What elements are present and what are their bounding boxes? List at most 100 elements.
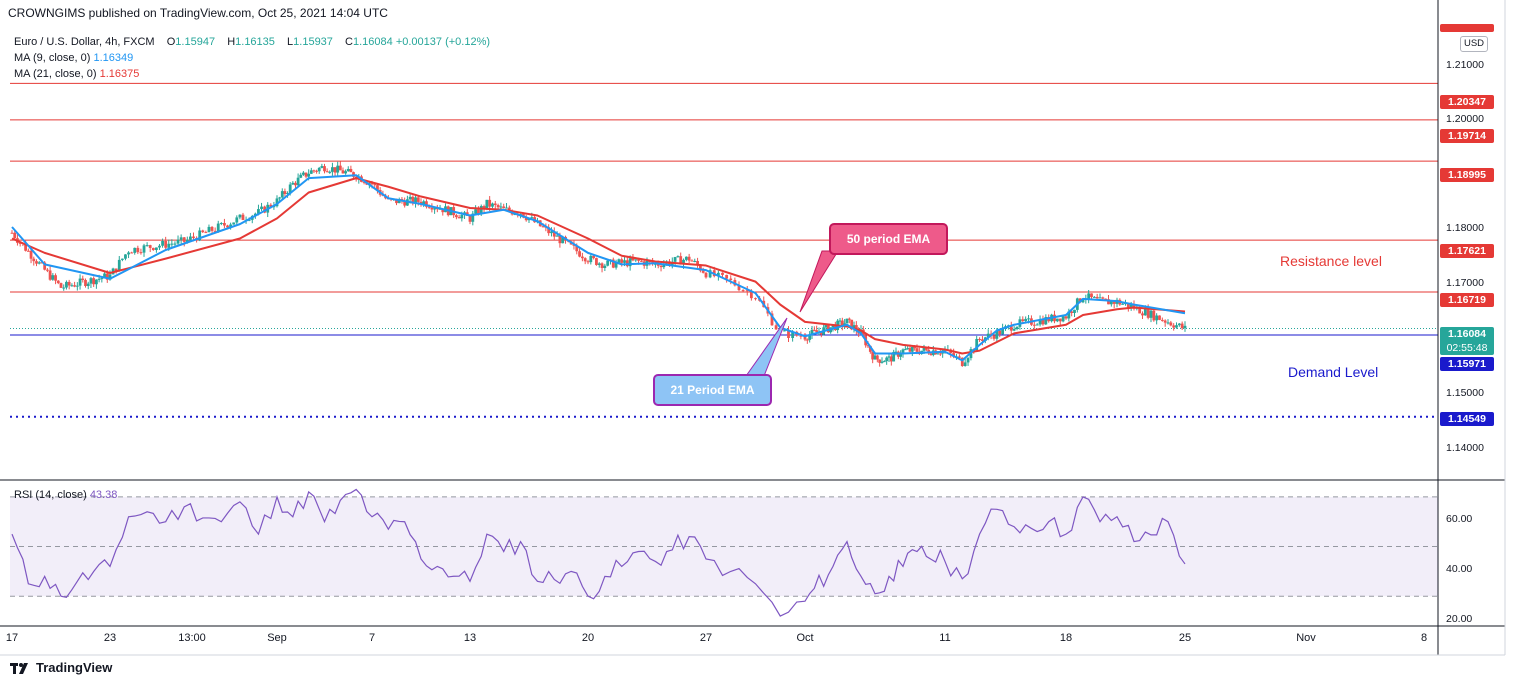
candle-body (62, 287, 66, 289)
price-tag-r4: 1.17621 (1440, 244, 1494, 258)
close-label: C (345, 36, 353, 48)
candle-body (425, 201, 428, 207)
candle-body (1087, 293, 1091, 300)
candle-body (1121, 303, 1125, 305)
candle-body (606, 260, 610, 266)
candle-body (550, 231, 553, 234)
footer-brand: TradingView (36, 660, 113, 675)
candle-body (482, 206, 486, 209)
candle-body (139, 252, 143, 254)
candle-body (1067, 311, 1071, 319)
candle-body (1149, 310, 1153, 318)
currency-badge[interactable]: USD (1460, 36, 1488, 52)
candle-body (878, 359, 882, 363)
candle-body (754, 298, 757, 300)
candle-body (485, 199, 489, 209)
candle-body (56, 280, 60, 284)
low-label: L (287, 36, 294, 48)
candle-body (725, 274, 729, 279)
candle-body (1095, 296, 1099, 299)
candle-body (611, 259, 615, 268)
candle-body (741, 290, 745, 292)
candle-body (1160, 319, 1164, 321)
candle-body (275, 198, 279, 207)
open-value: 1.15947 (175, 36, 216, 48)
candle-body (1073, 309, 1076, 313)
candle-body (430, 207, 434, 210)
demand-annotation: Demand Level (1288, 364, 1379, 380)
candle-body (65, 281, 68, 288)
candle-body (100, 278, 104, 280)
candle-body (59, 283, 63, 288)
candle-body (370, 183, 374, 185)
candle-body (103, 273, 106, 279)
candle-body (673, 257, 677, 262)
candle-body (541, 226, 545, 228)
candle-body (75, 285, 79, 287)
candle-body (1024, 318, 1028, 322)
candle-body (1035, 324, 1039, 326)
time-label: 25 (1178, 632, 1192, 644)
candle-body (94, 279, 98, 285)
candle-body (1158, 315, 1161, 320)
candle-body (1143, 308, 1147, 316)
candle-body (1070, 311, 1074, 313)
time-label: 13:00 (178, 632, 206, 644)
price-tick: 1.14000 (1446, 442, 1484, 454)
candle-body (558, 235, 562, 244)
ema50-pointer (799, 250, 839, 313)
candle-body (808, 334, 812, 340)
candle-body (173, 243, 177, 245)
candle-body (1044, 317, 1048, 325)
candle-body (309, 170, 313, 174)
candle-body (1061, 316, 1065, 322)
candle-body (40, 262, 44, 264)
candle-body (232, 222, 236, 225)
candle-body (108, 274, 112, 280)
candle-body (524, 217, 528, 221)
candle-body (924, 347, 928, 350)
current-price: 1.16084 (1448, 328, 1486, 340)
symbol-name: Euro / U.S. Dollar, 4h, FXCM (14, 36, 155, 48)
candle-body (639, 260, 643, 262)
candle-body (185, 239, 189, 242)
ma21-line (11, 177, 1186, 355)
candle-body (477, 209, 480, 215)
candle-body (1138, 306, 1142, 314)
time-label: 18 (1059, 632, 1073, 644)
price-tag-current: 1.16084 02:55:48 (1440, 327, 1494, 355)
candle-body (198, 230, 202, 241)
price-tick: 1.20000 (1446, 113, 1484, 125)
candle-body (493, 203, 497, 206)
candle-body (791, 331, 795, 338)
candle-body (770, 313, 774, 326)
candle-body (454, 215, 458, 218)
moving-averages (11, 174, 1186, 362)
candle-body (278, 197, 282, 199)
close-value: 1.16084 (353, 36, 393, 48)
candle-body (716, 272, 720, 277)
candle-body (966, 358, 970, 363)
candle-body (488, 199, 492, 207)
candle-body (331, 167, 334, 172)
candle-body (586, 261, 590, 263)
candle-body (26, 250, 30, 252)
candle-body (547, 227, 551, 234)
candle-body (29, 250, 33, 259)
candle-body (167, 243, 171, 248)
candle-body (913, 346, 917, 349)
candle-body (148, 245, 152, 248)
candle-body (158, 245, 161, 248)
candle-body (133, 247, 137, 253)
candle-body (899, 354, 903, 357)
candle-body (507, 207, 511, 211)
candle-body (422, 201, 426, 205)
candle-body (708, 270, 712, 278)
candle-body (906, 348, 910, 350)
candle-body (182, 237, 186, 242)
rsi-tick: 20.00 (1446, 613, 1473, 625)
candle-body (301, 172, 305, 175)
candle-body (819, 331, 823, 335)
candle-body (1183, 325, 1187, 329)
